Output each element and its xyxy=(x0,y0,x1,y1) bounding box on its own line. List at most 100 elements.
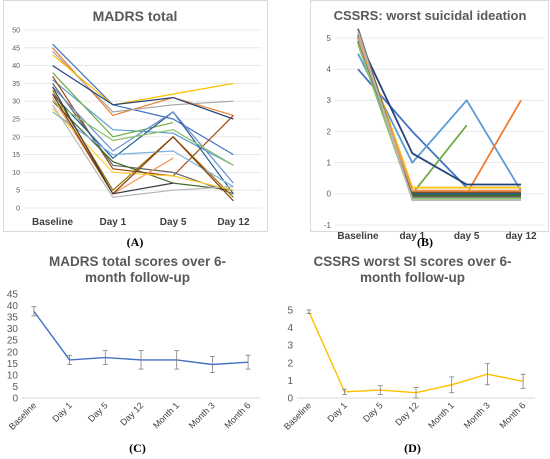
chart-c-ytick-label-5: 25 xyxy=(7,336,19,347)
chart-b-series-line-14 xyxy=(357,31,521,201)
chart-panel-a: MADRS total 0 5 10 15 20 25 30 35 40 45 50 Baseline… xyxy=(0,0,270,250)
chart-d-category-label-5: Month 3 xyxy=(462,400,492,430)
chart-d-category-label-6: Month 6 xyxy=(497,400,527,430)
chart-a-category-label-0: Baseline xyxy=(32,217,74,228)
chart-b-plot: -1 0 1 2 3 4 5 Baseline day 1 day 5 day 12 xyxy=(324,28,544,242)
chart-a-frame xyxy=(3,0,268,232)
chart-c-category-label-0: Baseline xyxy=(7,400,38,431)
chart-d-title: CSSRS worst SI scores over 6- month foll… xyxy=(275,254,550,286)
chart-c-ytick-label-1: 5 xyxy=(12,382,18,393)
chart-c-category-label-6: Month 6 xyxy=(222,400,252,430)
chart-b-ytick-label-6: 5 xyxy=(327,34,332,43)
chart-c-category-label-1: Day 1 xyxy=(50,400,74,424)
chart-d-category-label-3: Day 12 xyxy=(393,400,420,427)
chart-b-series-line-1 xyxy=(357,53,522,192)
chart-a-title: MADRS total xyxy=(92,8,178,24)
chart-panel-b: CSSRS: worst suicidal ideation -1 0 1 2 3 4 5 B… xyxy=(280,0,550,250)
chart-d-error-bar-4 xyxy=(449,376,455,394)
chart-b-ytick-label-2: 1 xyxy=(327,158,332,167)
chart-b-frame xyxy=(310,0,549,232)
chart-c-ytick-label-4: 20 xyxy=(7,347,19,358)
chart-b-category-label-0: Baseline xyxy=(337,231,379,242)
chart-d-ytick-label-1: 1 xyxy=(287,376,293,387)
chart-c-category-label-2: Day 5 xyxy=(86,400,110,424)
chart-b-category-label-2: day 5 xyxy=(454,231,480,242)
chart-a-ytick-label-2: 10 xyxy=(12,170,20,177)
chart-c-panel-label: (C) xyxy=(129,441,146,455)
chart-c-category-label-4: Month 1 xyxy=(151,400,181,430)
chart-a-ytick-label-5: 25 xyxy=(12,116,20,123)
chart-b-series-line-13 xyxy=(357,43,521,200)
chart-c-ytick-label-8: 40 xyxy=(7,301,19,312)
chart-c-title-line-2: month follow-up xyxy=(85,270,190,286)
chart-d-ytick-label-4: 4 xyxy=(287,323,293,334)
chart-b-ytick-label-0: -1 xyxy=(324,221,332,230)
chart-c-title-line-1: MADRS total scores over 6- xyxy=(48,254,227,269)
chart-a-category-label-3: Day 12 xyxy=(217,217,250,228)
chart-d-ytick-label-3: 3 xyxy=(287,341,293,352)
chart-c-category-label-5: Month 3 xyxy=(187,400,217,430)
chart-b-series-line-5 xyxy=(357,31,521,189)
chart-b-ytick-label-5: 4 xyxy=(327,65,332,74)
chart-a-series-line-14 xyxy=(52,104,234,198)
chart-c-error-bar-1 xyxy=(67,354,73,365)
chart-a-category-label-1: Day 1 xyxy=(100,217,127,228)
chart-d-ytick-label-0: 0 xyxy=(287,394,293,405)
chart-d-series-line-0 xyxy=(308,311,524,394)
chart-b-ytick-label-4: 3 xyxy=(327,96,332,105)
chart-a-ytick-label-0: 0 xyxy=(16,205,20,212)
chart-a-series-line-18 xyxy=(52,93,234,202)
chart-d-category-label-2: Day 5 xyxy=(361,400,385,424)
chart-b-category-label-1: day 1 xyxy=(400,231,426,242)
chart-c-title: MADRS total scores over 6- month follow-… xyxy=(0,254,275,286)
chart-b-series-line-10 xyxy=(357,40,521,195)
chart-c-ytick-label-0: 0 xyxy=(12,394,18,405)
chart-c-ytick-label-7: 35 xyxy=(7,313,19,324)
chart-a-ytick-label-6: 30 xyxy=(12,99,20,106)
chart-c-ytick-label-3: 15 xyxy=(7,359,19,370)
chart-b-series-line-4 xyxy=(357,37,521,186)
chart-a-ytick-label-1: 5 xyxy=(16,188,20,195)
chart-a-ytick-label-7: 35 xyxy=(12,81,20,88)
chart-c-error-bar-2 xyxy=(102,350,108,365)
chart-b-category-label-3: day 12 xyxy=(505,231,537,242)
chart-d-category-label-0: Baseline xyxy=(282,400,313,431)
chart-a-ytick-label-3: 15 xyxy=(12,152,20,159)
chart-a-series-line-19 xyxy=(52,86,174,195)
chart-a-ytick-label-10: 50 xyxy=(12,27,20,34)
chart-b-ytick-label-1: 0 xyxy=(327,190,332,199)
chart-a-series-line-6 xyxy=(52,65,234,120)
chart-panel-c: MADRS total scores over 6- month follow-… xyxy=(0,252,275,459)
chart-b-panel-label: (B) xyxy=(417,235,433,249)
chart-d-error-bar-3 xyxy=(413,387,419,399)
chart-c-error-bar-4 xyxy=(174,350,180,370)
chart-d-error-bar-6 xyxy=(520,373,526,389)
chart-c-error-bar-5 xyxy=(209,356,215,373)
chart-a-series-line-17 xyxy=(52,100,234,166)
chart-d-error-bar-1 xyxy=(342,388,348,395)
chart-a-series-line-3 xyxy=(52,54,234,106)
chart-d-category-label-1: Day 1 xyxy=(325,400,349,424)
chart-a-category-label-2: Day 5 xyxy=(160,217,187,228)
chart-d-ytick-label-5: 5 xyxy=(287,306,293,317)
chart-panel-d: CSSRS worst SI scores over 6- month foll… xyxy=(275,252,550,459)
chart-d-panel-label: (D) xyxy=(404,441,421,455)
chart-a-series-line-2 xyxy=(52,50,234,113)
chart-b-ytick-label-3: 2 xyxy=(327,127,332,136)
chart-d-ytick-label-2: 2 xyxy=(287,358,293,369)
chart-d-error-bar-5 xyxy=(484,363,490,386)
chart-a-plot: 0 5 10 15 20 25 30 35 40 45 50 Baseline Day 1 Day 5 Da… xyxy=(12,27,262,228)
chart-a-panel-label: (A) xyxy=(126,235,144,249)
chart-c-ytick-label-6: 30 xyxy=(7,324,19,335)
chart-a-ytick-label-8: 40 xyxy=(12,63,20,70)
chart-d-error-bar-2 xyxy=(377,385,383,395)
chart-d-error-bar-0 xyxy=(306,309,312,314)
chart-d-category-label-4: Month 1 xyxy=(426,400,456,430)
chart-c-error-bar-6 xyxy=(245,354,251,370)
chart-c-category-label-3: Day 12 xyxy=(118,400,145,427)
chart-c-error-bar-0 xyxy=(31,306,37,317)
chart-b-title: CSSRS: worst suicidal ideation xyxy=(333,8,527,23)
chart-d-title-line-2: month follow-up xyxy=(360,270,465,286)
